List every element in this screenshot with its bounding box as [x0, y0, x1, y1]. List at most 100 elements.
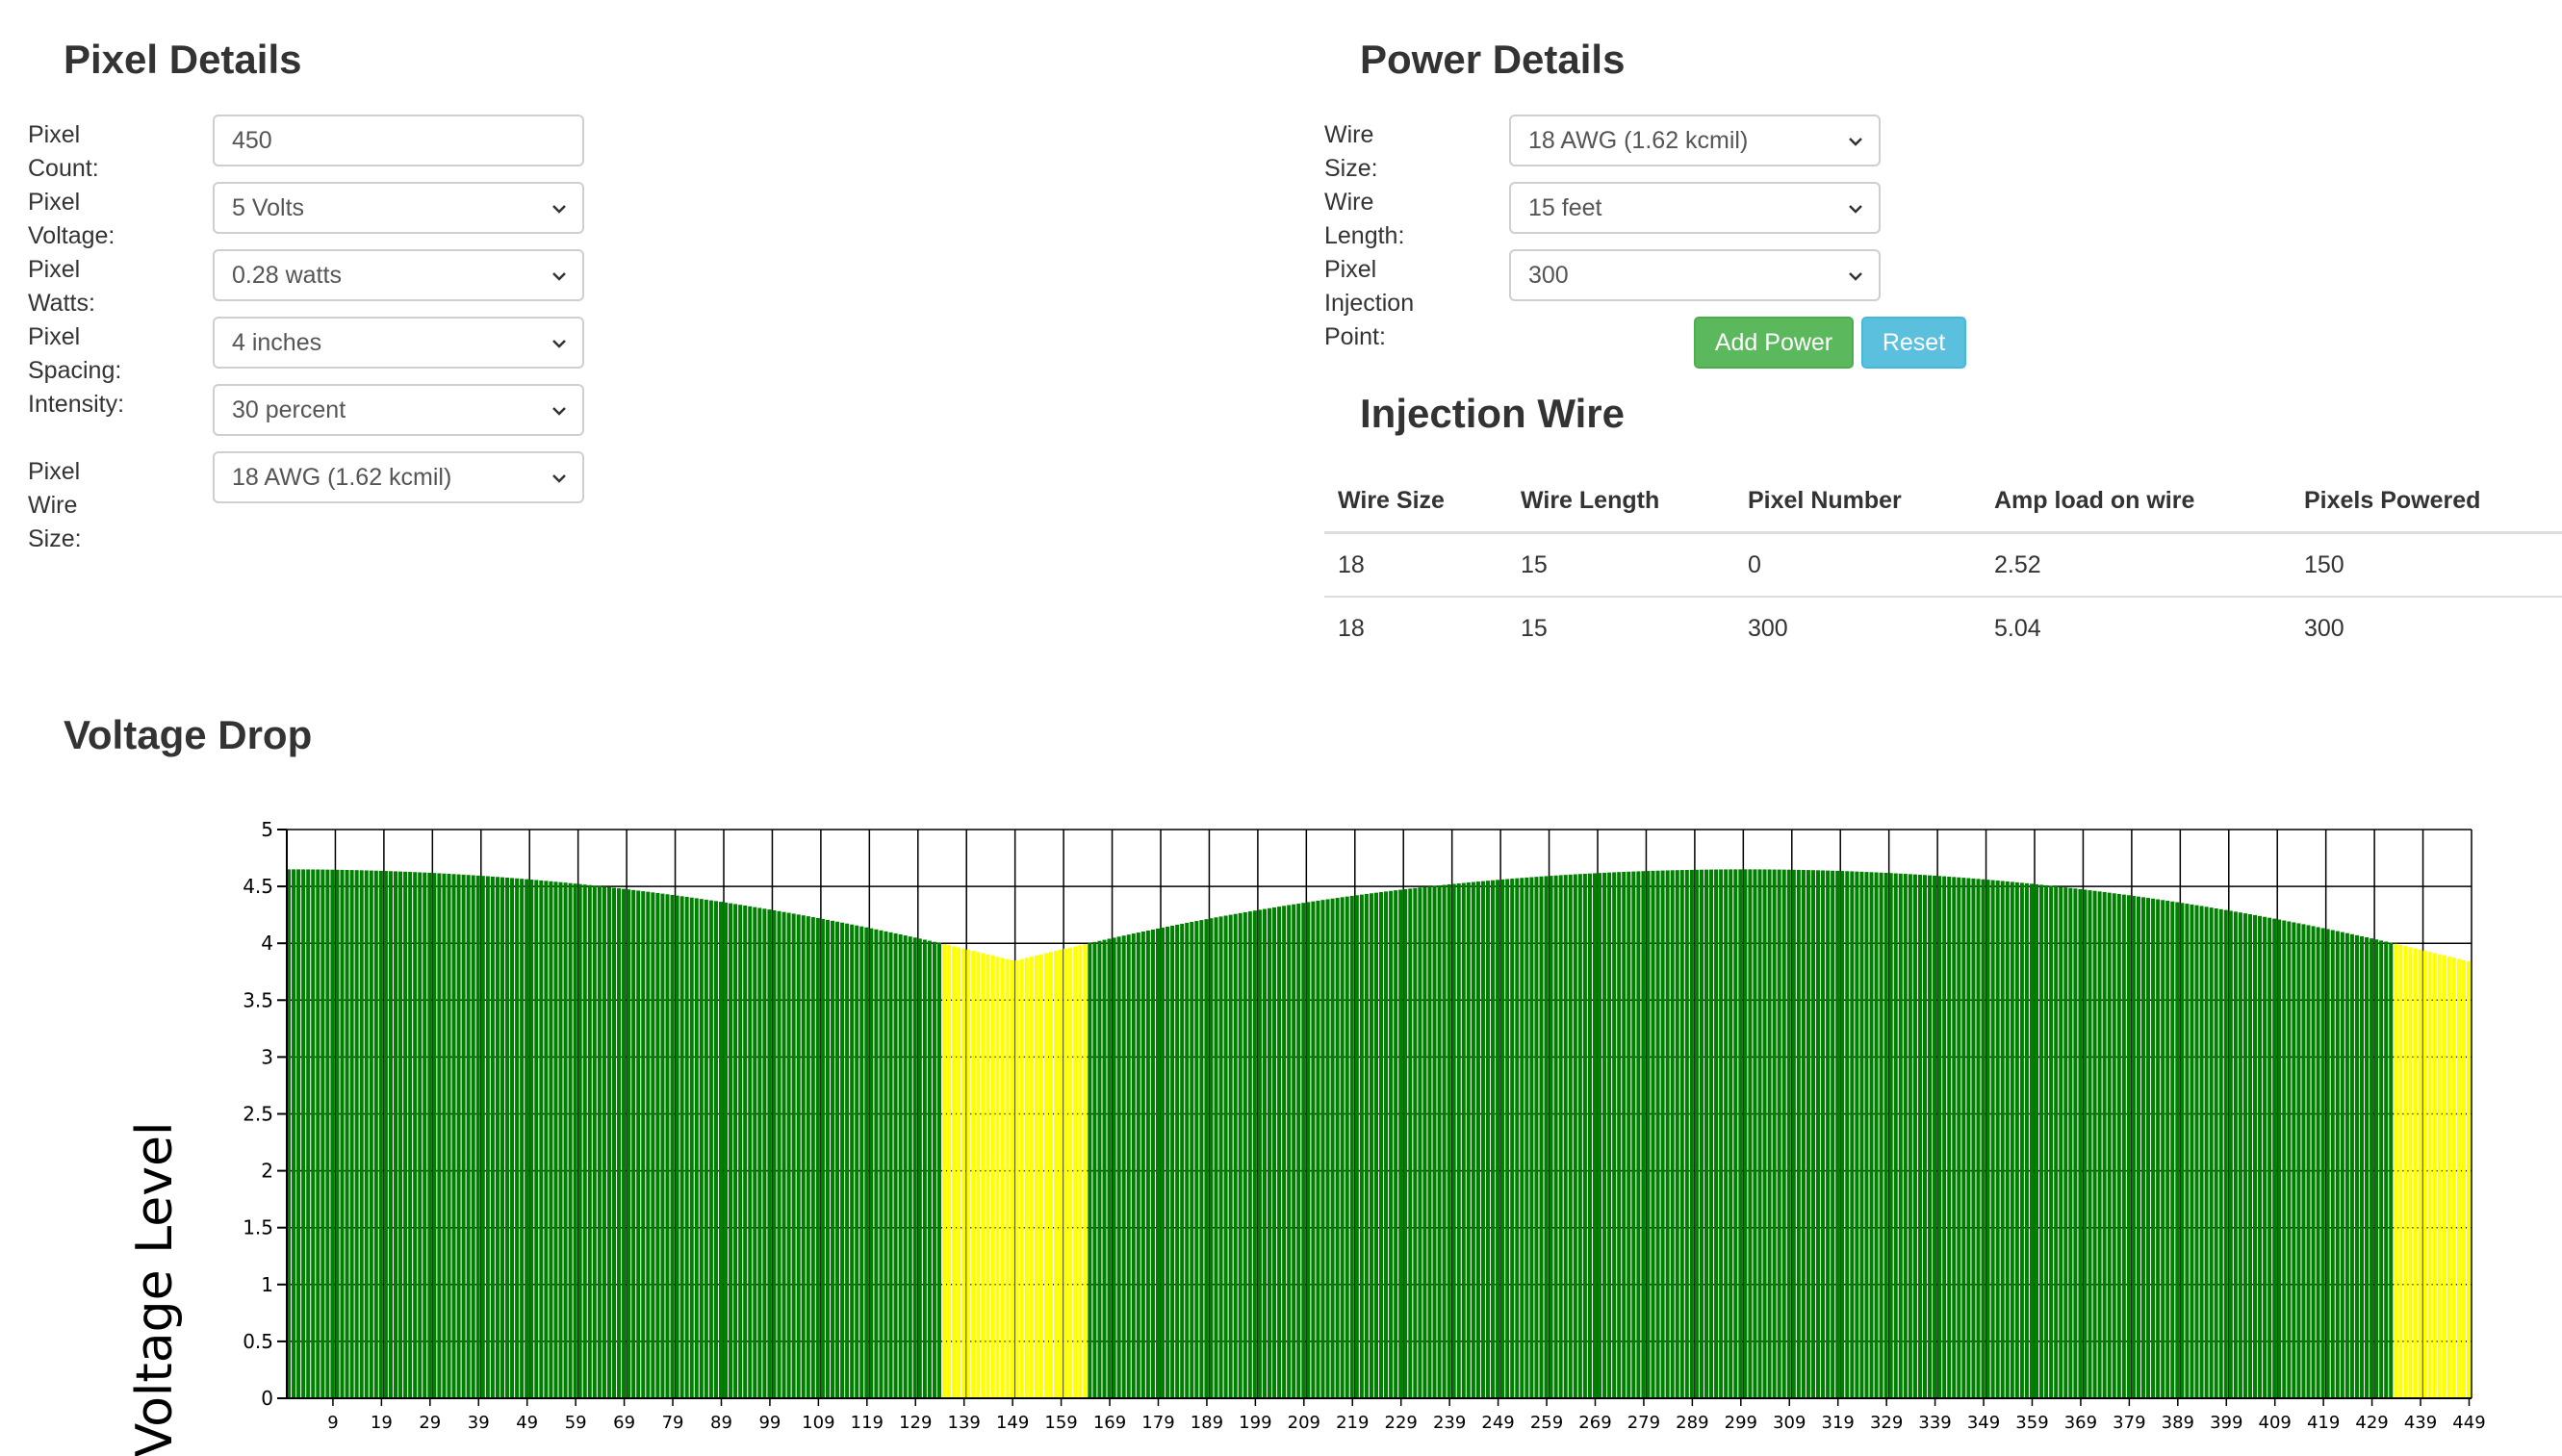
x-tick-label: 119 [851, 1413, 884, 1433]
chart-bar [815, 917, 820, 1398]
chart-bar [718, 902, 723, 1398]
chart-bar [1883, 872, 1888, 1398]
chart-bar [2223, 909, 2228, 1398]
chart-bar [520, 879, 525, 1398]
chart-bar [592, 885, 597, 1398]
chart-bar [2131, 895, 2136, 1398]
chart-bar [1937, 876, 1942, 1398]
x-tick-label: 229 [1385, 1413, 1418, 1433]
chart-bar [1651, 870, 1655, 1398]
chart-bar [874, 929, 879, 1398]
chart-bar [1903, 874, 1908, 1398]
chart-bar [1373, 892, 1378, 1398]
y-tick-label: 2.5 [243, 1103, 273, 1126]
chart-bar [1675, 870, 1679, 1398]
chart-bar [1175, 924, 1180, 1398]
wire-length-select[interactable]: 15 feet [1509, 182, 1881, 234]
y-tick-label: 2 [261, 1160, 273, 1183]
chart-bar [922, 939, 927, 1398]
chart-bar [966, 949, 971, 1398]
y-tick-label: 3.5 [243, 988, 273, 1011]
chart-bar [437, 873, 442, 1398]
y-axis-label: Voltage Level [126, 1122, 184, 1456]
chart-bar [1791, 869, 1796, 1398]
pixel-injection-point-select[interactable]: 300 [1509, 249, 1881, 301]
chart-bar [597, 885, 602, 1398]
chart-bar [1442, 884, 1447, 1398]
chart-bar [801, 915, 806, 1398]
chart-bar [1719, 869, 1724, 1398]
chart-bar [908, 936, 912, 1398]
chart-bar [733, 904, 738, 1398]
chart-bar [577, 883, 582, 1398]
chart-bar [646, 891, 651, 1398]
chart-bar [2384, 941, 2389, 1398]
chart-bar [1995, 881, 2000, 1398]
wire-size-label: Wire Size: [1324, 121, 1378, 182]
chart-bar [660, 893, 665, 1398]
chart-bar [679, 896, 684, 1398]
chart-bar [364, 870, 369, 1398]
chart-bar [378, 870, 383, 1398]
pixel-voltage-select[interactable]: 5 Volts [213, 182, 584, 234]
chart-bar [1306, 902, 1311, 1398]
chart-bar [1019, 958, 1024, 1398]
chart-bar [655, 892, 660, 1398]
chart-bar [636, 890, 641, 1398]
chart-bar [587, 884, 592, 1398]
pixel-watts-select[interactable]: 0.28 watts [213, 249, 584, 301]
chart-bars [287, 869, 2471, 1398]
x-tick-label: 109 [802, 1413, 834, 1433]
chart-bar [2442, 955, 2447, 1398]
chart-bar [772, 909, 777, 1398]
chart-bar [1262, 908, 1267, 1398]
chart-bar [2088, 890, 2092, 1398]
chart-bar [1781, 869, 1786, 1398]
chart-bar [2253, 914, 2258, 1398]
chart-bar [1592, 873, 1597, 1398]
chart-bar [1475, 881, 1480, 1398]
chart-bar [1990, 880, 1995, 1398]
chart-bar [1316, 900, 1320, 1398]
wire-size-select[interactable]: 18 AWG (1.62 kcmil) [1509, 115, 1881, 166]
pixel-count-input[interactable]: 450 [213, 115, 584, 166]
chart-bar [2233, 911, 2238, 1398]
chart-bar [1014, 959, 1019, 1398]
chart-bar [330, 869, 335, 1398]
intensity-select[interactable]: 30 percent [213, 384, 584, 436]
chart-bar [1933, 875, 1937, 1398]
chart-bar [791, 913, 796, 1398]
chart-bar [2330, 930, 2335, 1398]
chart-bar [539, 880, 544, 1398]
chart-bar [1917, 874, 1922, 1398]
table-cell: 18 [1324, 596, 1507, 659]
chart-bar [2287, 921, 2292, 1398]
chart-bar [903, 935, 908, 1398]
table-row: 18 15 0 2.52 150 [1324, 533, 2562, 598]
chart-bar [767, 909, 772, 1398]
chart-bar [1432, 885, 1437, 1398]
pixel-wire-size-select[interactable]: 18 AWG (1.62 kcmil) [213, 451, 584, 503]
add-power-button[interactable]: Add Power [1694, 317, 1854, 369]
reset-button[interactable]: Reset [1861, 317, 1966, 369]
chart-bar [1598, 873, 1602, 1398]
chart-bar [1447, 884, 1451, 1398]
chart-bar [777, 910, 781, 1398]
intensity-value: 30 percent [232, 396, 346, 423]
chart-bar [884, 931, 888, 1398]
chart-bar [840, 922, 845, 1398]
x-tick-label: 129 [899, 1413, 932, 1433]
chart-bar [423, 872, 427, 1398]
chart-bar [1947, 876, 1952, 1398]
chart-bar [1296, 903, 1301, 1398]
pixel-watts-label: Pixel Watts: [28, 256, 95, 317]
chart-bar [2432, 953, 2437, 1398]
chart-bar [2354, 934, 2359, 1398]
chart-bar [694, 898, 699, 1398]
chart-bar [2063, 887, 2068, 1398]
chart-bar [1612, 872, 1617, 1398]
pixel-spacing-select[interactable]: 4 inches [213, 317, 584, 369]
chart-bar [1587, 873, 1592, 1398]
chart-bar [316, 869, 320, 1398]
